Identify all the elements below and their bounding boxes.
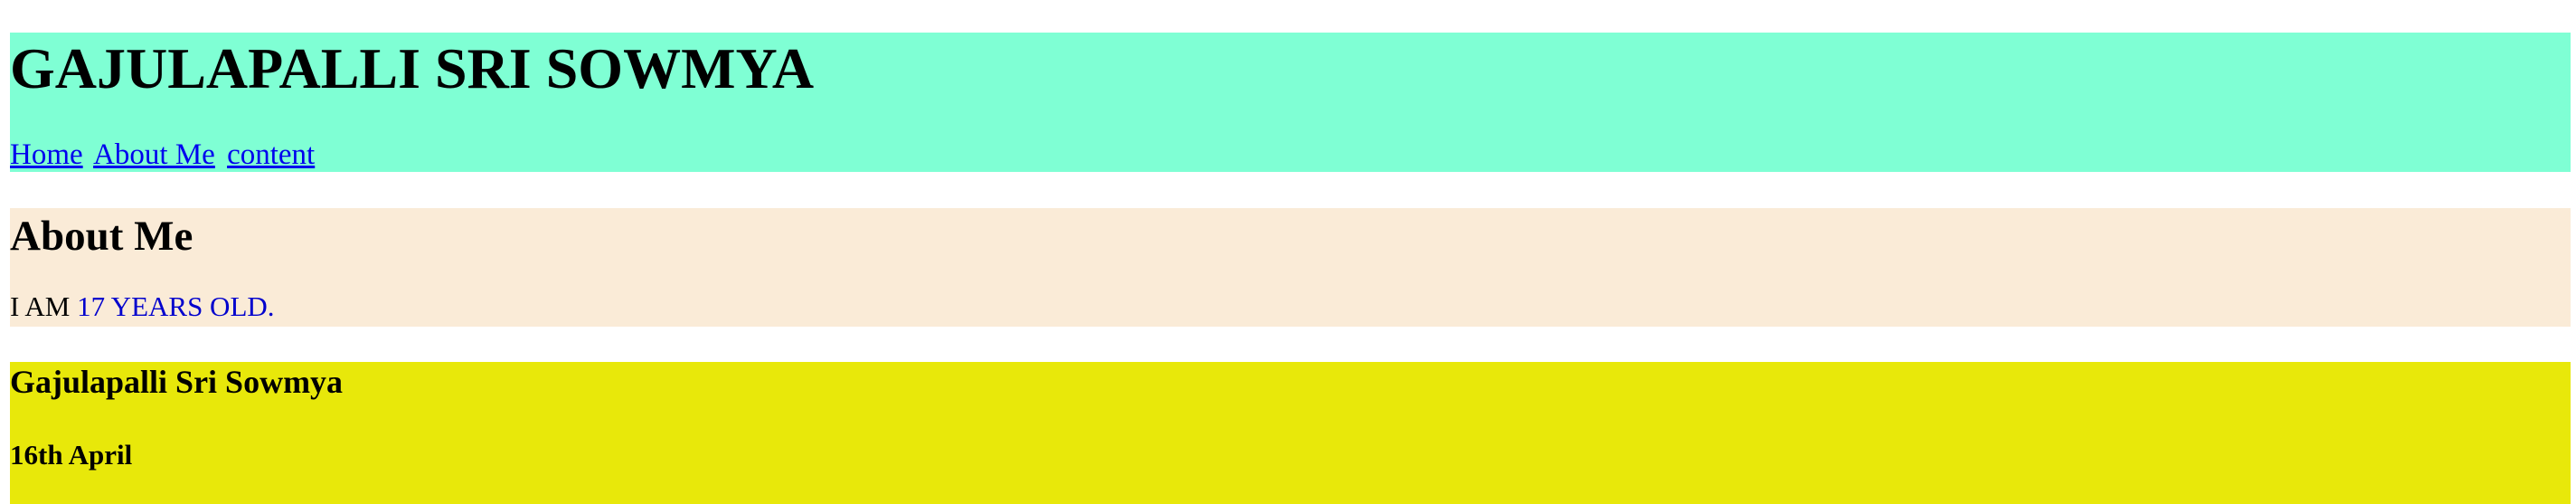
page-title: GAJULAPALLI SRI SOWMYA bbox=[10, 36, 815, 100]
profile-section: Gajulapalli Sri Sowmya 16th April bbox=[10, 362, 2571, 504]
nav-bar: Home About Me content bbox=[10, 138, 319, 174]
about-text-prefix: I AM bbox=[10, 290, 78, 322]
nav-link-about-me[interactable]: About Me bbox=[93, 138, 215, 171]
about-section: About Me I AM 17 YEARS OLD. bbox=[10, 208, 2571, 327]
profile-date: 16th April bbox=[10, 439, 133, 471]
nav-link-home[interactable]: Home bbox=[10, 138, 83, 171]
about-heading: About Me bbox=[10, 213, 193, 260]
profile-name: Gajulapalli Sri Sowmya bbox=[10, 364, 344, 400]
age-highlight: 17 YEARS OLD. bbox=[77, 290, 275, 322]
nav-link-content[interactable]: content bbox=[227, 138, 316, 171]
about-text: I AM 17 YEARS OLD. bbox=[10, 290, 275, 323]
header-section: GAJULAPALLI SRI SOWMYA Home About Me con… bbox=[10, 33, 2571, 172]
